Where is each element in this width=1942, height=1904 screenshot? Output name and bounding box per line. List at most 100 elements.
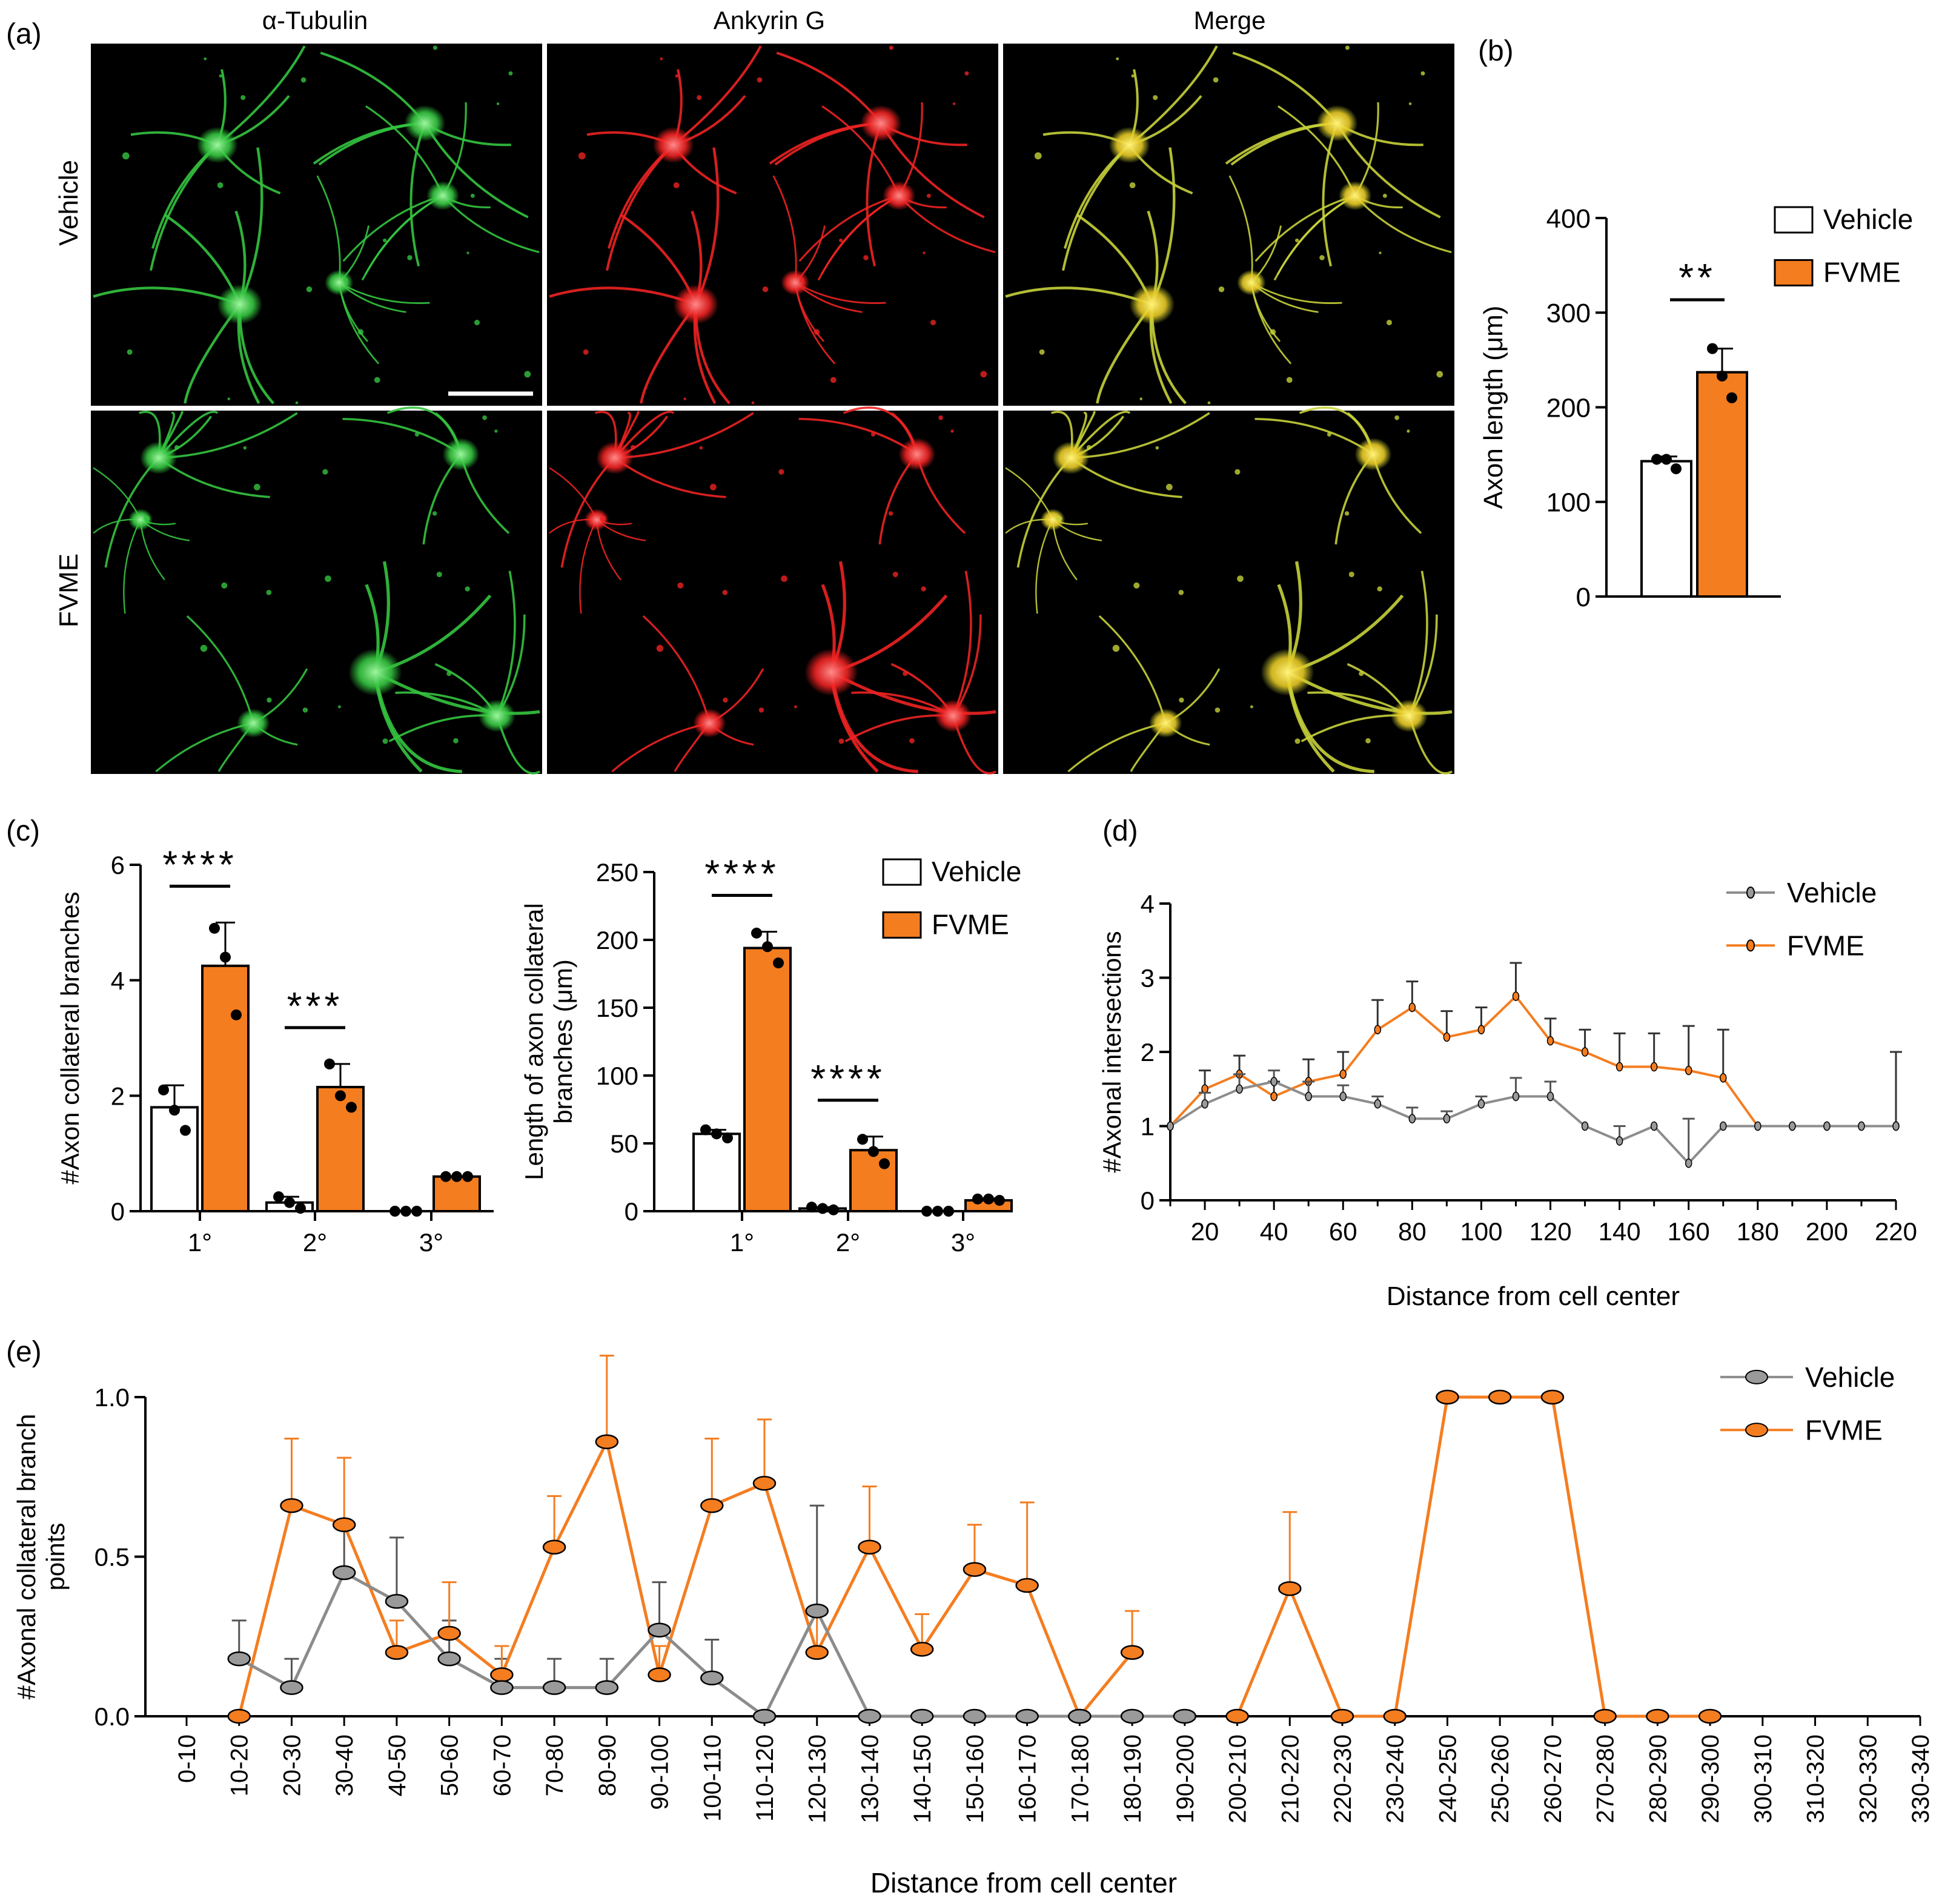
neuron-soma — [237, 709, 270, 738]
neuron-soma — [780, 269, 810, 296]
neuron-soma — [478, 699, 516, 732]
puncta — [1112, 644, 1120, 652]
data-point — [1339, 1091, 1347, 1102]
puncta — [1207, 401, 1211, 405]
puncta — [219, 74, 222, 78]
y-tick-label: 200 — [1546, 393, 1591, 423]
puncta — [794, 705, 797, 709]
data-point — [773, 957, 784, 969]
legend-swatch-vehicle — [882, 858, 922, 886]
puncta — [240, 95, 246, 101]
puncta — [1215, 707, 1221, 713]
puncta — [888, 511, 893, 516]
x-tick-label: 160-170 — [1015, 1734, 1041, 1823]
neuron-soma — [1129, 284, 1175, 325]
micrograph-column-merge: Merge — [1193, 6, 1265, 35]
x-tick-label: 150-160 — [962, 1734, 989, 1823]
data-point — [711, 1128, 722, 1140]
puncta — [600, 515, 606, 522]
data-point — [1593, 1708, 1617, 1724]
data-point — [169, 1105, 180, 1116]
puncta — [938, 415, 943, 420]
puncta — [1365, 738, 1371, 744]
series-line-vehicle — [1169, 1080, 1896, 1165]
x-tick-label: 170-180 — [1067, 1734, 1093, 1823]
puncta — [1359, 671, 1364, 676]
puncta — [1086, 445, 1092, 450]
x-tick-label: 10-20 — [227, 1734, 253, 1796]
data-point — [1488, 1389, 1512, 1405]
bar-vehicle — [1640, 460, 1692, 598]
data-point — [1201, 1099, 1208, 1109]
puncta — [921, 586, 926, 592]
data-point — [1651, 454, 1662, 465]
x-tick-label: 230-240 — [1382, 1734, 1409, 1823]
data-point — [231, 1009, 242, 1020]
neuron-soma — [140, 441, 177, 474]
panel-label-b: (b) — [1478, 35, 1514, 67]
data-point — [963, 1562, 987, 1577]
data-point — [1015, 1708, 1039, 1724]
puncta — [343, 277, 348, 283]
y-tick-label: 4 — [1141, 890, 1155, 918]
puncta — [1139, 397, 1142, 400]
y-tick-label: 250 — [596, 858, 638, 887]
data-point — [700, 1498, 724, 1513]
puncta — [1270, 329, 1276, 335]
significance-stars: ** — [1679, 256, 1716, 299]
puncta — [683, 397, 686, 400]
puncta — [758, 707, 764, 713]
neurite — [772, 175, 797, 283]
data-point — [1512, 1091, 1520, 1102]
x-tick-label: 1° — [188, 1228, 212, 1257]
data-point — [227, 1708, 251, 1724]
data-point — [324, 1058, 335, 1069]
x-tick-label: 50-60 — [437, 1734, 463, 1796]
data-point — [1646, 1708, 1669, 1724]
puncta — [1407, 429, 1410, 433]
y-tick-label: 2 — [111, 1082, 125, 1110]
puncta — [697, 95, 702, 101]
puncta — [1344, 511, 1350, 516]
puncta — [496, 102, 500, 105]
legend-label-fvme: FVME — [1823, 256, 1901, 288]
micrograph-column-ankyrin: Ankyrin G — [714, 6, 825, 35]
puncta — [1294, 738, 1301, 744]
y-tick-label: 100 — [596, 1062, 638, 1090]
bar-fvme — [1696, 371, 1748, 598]
puncta — [1379, 251, 1382, 254]
data-point — [1015, 1578, 1039, 1593]
data-point — [1546, 1036, 1554, 1046]
data-point — [1717, 370, 1728, 382]
puncta — [407, 255, 413, 260]
puncta — [302, 707, 308, 713]
data-point — [1685, 1065, 1692, 1076]
puncta — [382, 738, 388, 744]
y-tick-label: 200 — [596, 926, 638, 954]
data-point — [648, 1622, 671, 1638]
puncta — [200, 644, 208, 652]
x-tick-label: 2° — [303, 1228, 327, 1257]
y-tick-label: 6 — [111, 851, 125, 879]
data-point — [280, 1680, 303, 1695]
panel-label-c: (c) — [6, 815, 40, 847]
chart-b-axon-length: 0 100 200 300 400 Axon length (μm) ** Vehicle FV… — [1479, 203, 1913, 612]
legend-label-vehicle: Vehicle — [932, 856, 1021, 887]
chart-d-intersections: 0 1 2 3 4 #Axonal intersections 20 40 60 80 100 120… — [1098, 877, 1917, 1311]
data-point — [805, 1645, 829, 1660]
data-point — [943, 1206, 954, 1217]
data-point — [1374, 1025, 1382, 1034]
x-tick-label: 0-10 — [174, 1734, 200, 1783]
neurite — [1408, 570, 1428, 716]
data-point — [385, 1594, 409, 1609]
neurite — [186, 615, 254, 724]
x-tick-label: 120 — [1529, 1217, 1571, 1246]
data-point — [1443, 1114, 1451, 1123]
legend-marker-vehicle — [1745, 1369, 1768, 1384]
data-point — [910, 1642, 934, 1657]
x-tick-label: 120-130 — [804, 1734, 831, 1823]
y-tick-label: 3 — [1141, 964, 1155, 993]
puncta — [432, 45, 437, 50]
y-tick-label: 1 — [1141, 1112, 1155, 1141]
